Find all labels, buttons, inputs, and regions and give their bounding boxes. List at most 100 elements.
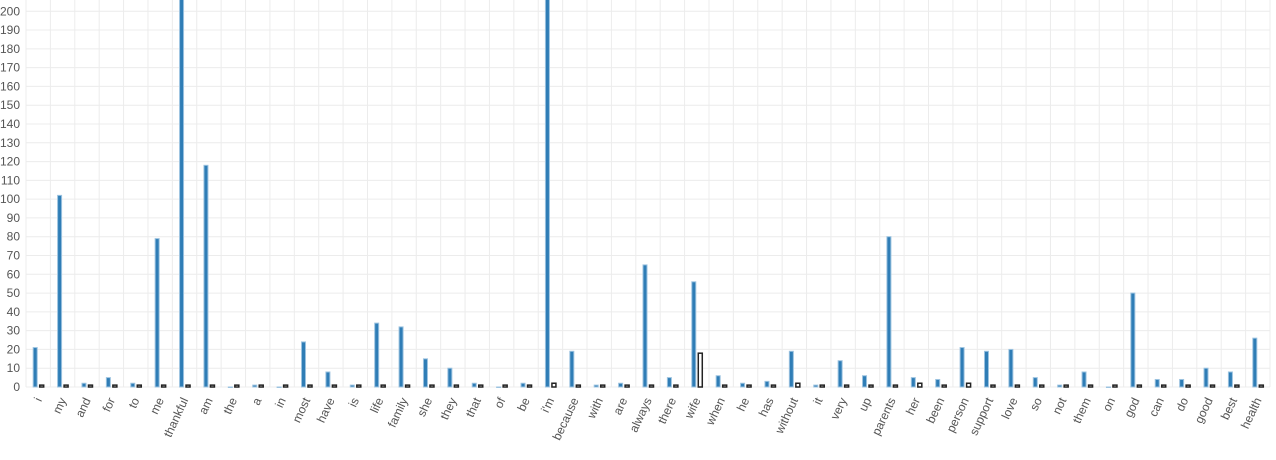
- bar: [87, 384, 94, 388]
- y-tick-label: 80: [7, 230, 21, 244]
- bar: [32, 347, 38, 388]
- y-tick-label: 140: [0, 117, 20, 131]
- x-tick-label: best: [1218, 395, 1241, 422]
- bar: [398, 326, 404, 388]
- bar: [551, 382, 557, 388]
- x-tick-label: on: [1100, 395, 1118, 413]
- x-tick-label: she: [414, 395, 435, 419]
- bar: [575, 384, 582, 388]
- bar: [697, 352, 704, 388]
- y-tick-label: 190: [0, 23, 20, 37]
- bar: [648, 384, 655, 388]
- bar: [154, 238, 160, 388]
- bar: [1014, 384, 1021, 388]
- x-tick-label: and: [73, 395, 94, 419]
- bar: [983, 350, 989, 388]
- x-tick-label: are: [610, 395, 630, 417]
- y-tick-label: 60: [7, 267, 21, 281]
- x-tick-label: always: [627, 395, 655, 434]
- x-tick-label: her: [903, 395, 923, 417]
- bar: [325, 371, 331, 388]
- bar: [1112, 384, 1118, 388]
- bar: [453, 384, 460, 388]
- bar: [715, 375, 721, 388]
- bar: [892, 384, 899, 388]
- bar: [1130, 292, 1136, 388]
- x-tick-label: has: [756, 395, 777, 418]
- bar: [234, 384, 240, 388]
- bar: [380, 384, 386, 388]
- grid: [25, 0, 1271, 388]
- x-tick-label: so: [1027, 395, 1045, 413]
- bar: [819, 384, 825, 388]
- bar: [1227, 371, 1233, 388]
- bar: [282, 384, 289, 388]
- x-tick-label: in: [272, 395, 289, 409]
- x-tick-label: very: [828, 395, 850, 421]
- bar: [868, 384, 874, 388]
- bar: [301, 341, 307, 388]
- bar: [349, 384, 355, 388]
- bar: [1252, 337, 1258, 388]
- y-tick-label: 150: [0, 98, 20, 112]
- bar: [478, 384, 484, 388]
- y-tick-label: 160: [0, 79, 20, 93]
- bar: [941, 384, 947, 388]
- x-tick-label: he: [734, 395, 752, 413]
- bar: [520, 382, 526, 388]
- bar: [258, 384, 264, 388]
- bar: [526, 384, 533, 388]
- x-tick-label: family: [385, 395, 411, 429]
- bar: [990, 384, 996, 388]
- y-tick-label: 180: [0, 42, 20, 56]
- bar: [788, 350, 794, 388]
- y-tick-label: 30: [7, 324, 21, 338]
- bar: [770, 384, 777, 388]
- bar: [1105, 386, 1111, 388]
- bar: [1057, 384, 1063, 388]
- bar: [1234, 384, 1240, 388]
- bar: [307, 384, 313, 388]
- bar: [764, 380, 770, 388]
- x-tick-label: me: [147, 395, 167, 416]
- x-tick-label: the: [220, 395, 240, 416]
- x-tick-label: it: [810, 395, 826, 407]
- bar: [1087, 384, 1094, 388]
- bar: [331, 384, 338, 388]
- bar: [740, 382, 746, 388]
- x-tick-label: is: [346, 395, 362, 409]
- bar: [185, 384, 191, 388]
- y-tick-label: 20: [7, 342, 21, 356]
- bar: [795, 382, 801, 388]
- y-tick-label: 170: [0, 61, 20, 75]
- bar: [1209, 384, 1216, 388]
- bar: [1258, 384, 1265, 388]
- bar: [447, 367, 453, 388]
- bar: [105, 377, 111, 388]
- x-tick-label: they: [437, 395, 459, 421]
- bar: [886, 236, 892, 388]
- bar: [57, 194, 63, 388]
- bar: [209, 384, 216, 388]
- x-tick-label: life: [367, 395, 386, 415]
- bar: [1154, 378, 1160, 388]
- bar: [959, 347, 965, 388]
- bar: [496, 386, 502, 388]
- bar: [356, 384, 362, 388]
- bar: [374, 322, 380, 388]
- x-tick-label: without: [772, 395, 801, 437]
- bar: [1179, 378, 1185, 388]
- bar: [81, 382, 87, 388]
- x-tick-label: i'm: [538, 395, 557, 414]
- bar: [624, 384, 630, 388]
- x-tick-label: health: [1238, 395, 1265, 431]
- bar: [130, 382, 136, 388]
- x-tick-label: i: [31, 395, 45, 403]
- x-tick-label: have: [314, 395, 338, 425]
- bar: [1203, 367, 1209, 388]
- bar: [252, 384, 258, 388]
- x-tick-label: them: [1070, 395, 1094, 425]
- bar: [1136, 384, 1143, 388]
- x-tick-label: not: [1050, 395, 1070, 417]
